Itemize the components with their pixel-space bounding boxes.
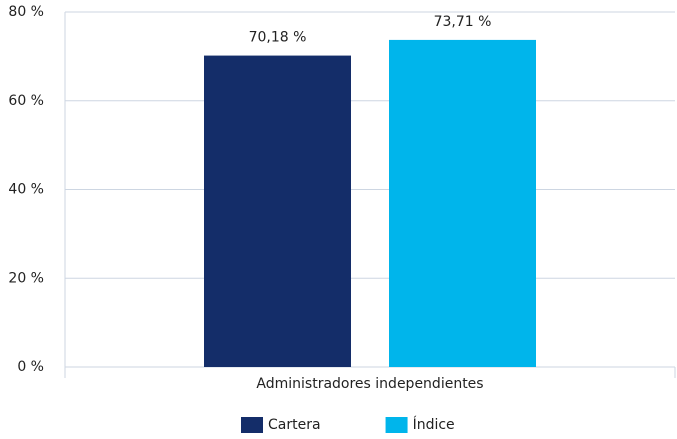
legend-label: Cartera xyxy=(268,417,321,433)
bar xyxy=(204,55,351,368)
legend-label: Índice xyxy=(413,416,455,433)
y-tick-label: 60 % xyxy=(8,93,44,109)
value-label: 70,18 % xyxy=(249,30,307,46)
value-label: 73,71 % xyxy=(434,14,492,30)
y-tick-label: 40 % xyxy=(8,182,44,198)
y-tick-label: 20 % xyxy=(8,270,44,286)
legend-swatch xyxy=(385,417,408,433)
bar xyxy=(389,39,536,368)
y-tick-label: 0 % xyxy=(17,359,44,375)
x-tick-label: Administradores independientes xyxy=(256,376,483,392)
legend-swatch xyxy=(241,417,263,433)
y-tick-label: 80 % xyxy=(8,4,44,20)
